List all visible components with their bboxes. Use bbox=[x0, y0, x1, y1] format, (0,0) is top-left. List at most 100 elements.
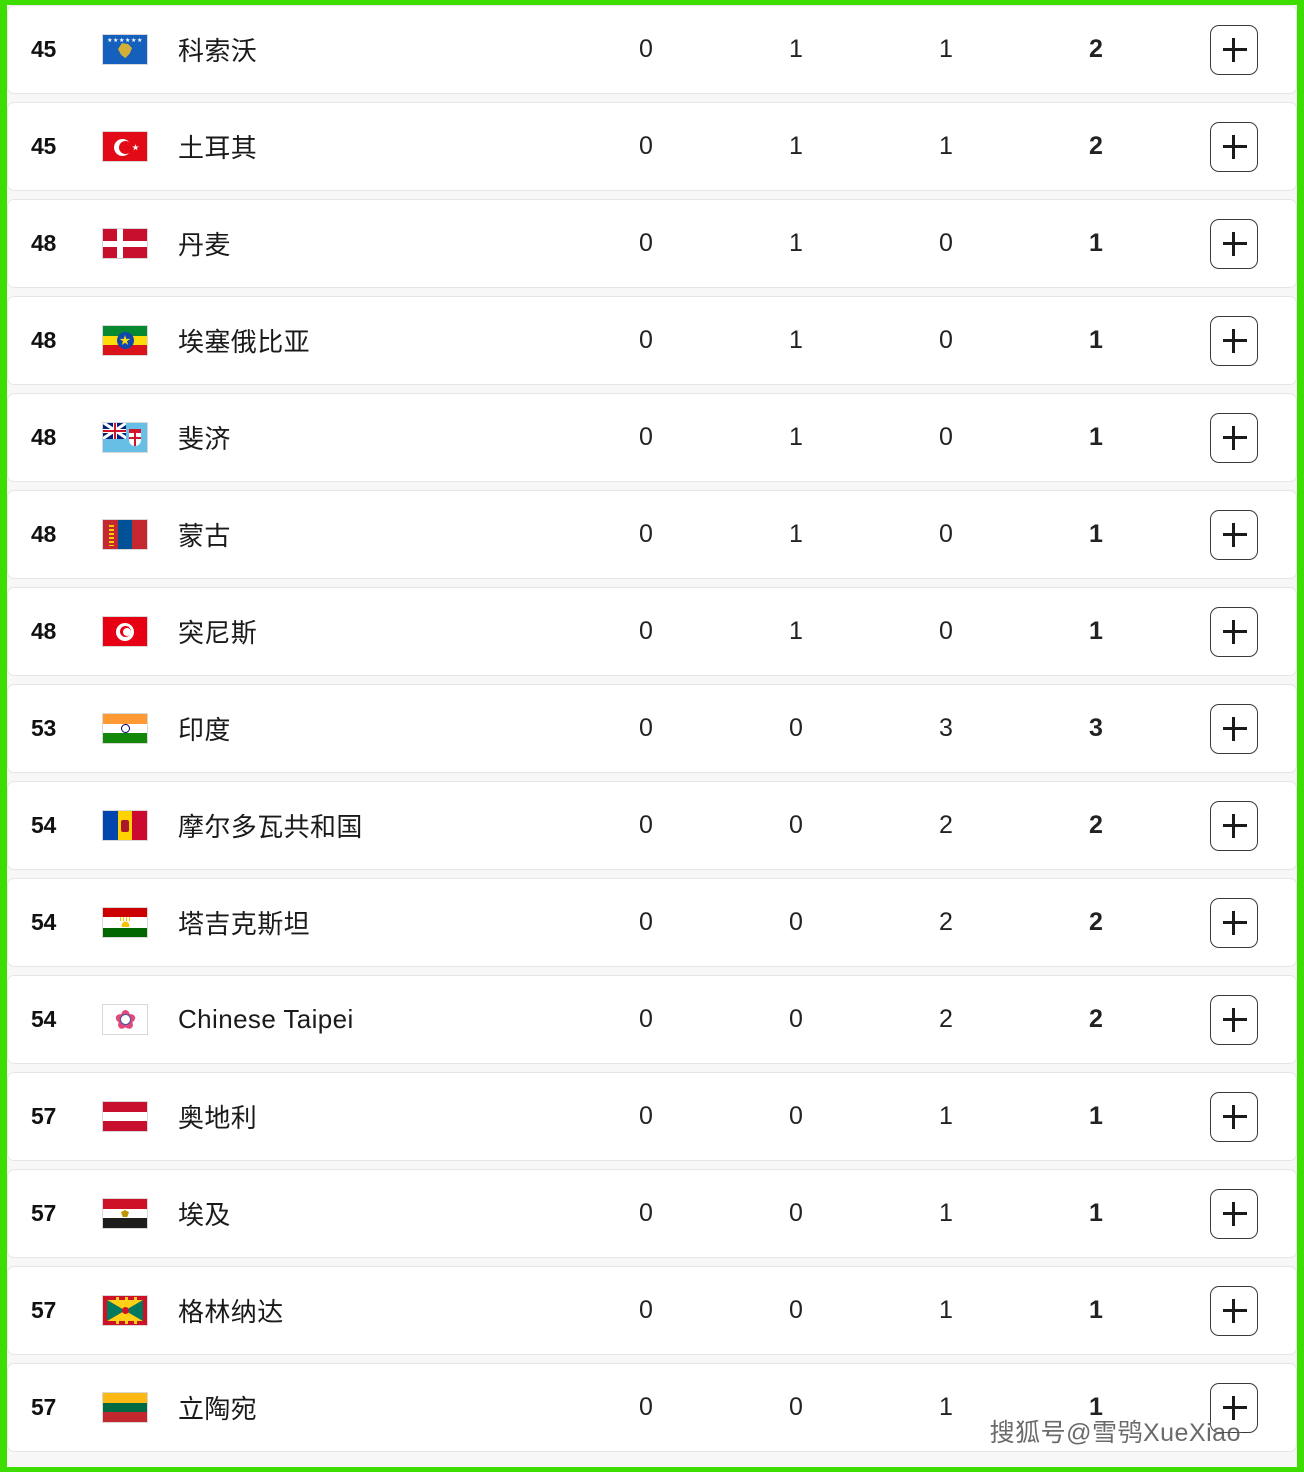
bronze-count: 1 bbox=[939, 1102, 953, 1130]
table-row[interactable]: 48 斐济 0 1 0 1 bbox=[7, 393, 1297, 482]
plus-icon[interactable] bbox=[1209, 509, 1258, 560]
expand-row-cell[interactable] bbox=[1171, 315, 1296, 366]
table-row[interactable]: 57 埃及 0 0 1 1 bbox=[7, 1169, 1297, 1258]
silver-count: 0 bbox=[789, 811, 803, 839]
silver-count: 0 bbox=[789, 1296, 803, 1324]
table-row[interactable]: 54 Chinese Taipei 0 0 2 2 bbox=[7, 975, 1297, 1064]
gold-count: 0 bbox=[639, 1005, 653, 1033]
flag-chinese-taipei-icon bbox=[94, 1004, 156, 1035]
expand-row-cell[interactable] bbox=[1171, 703, 1296, 754]
rank-cell: 57 bbox=[31, 1200, 56, 1226]
country-name: 格林纳达 bbox=[178, 1297, 284, 1327]
plus-icon[interactable] bbox=[1209, 800, 1258, 851]
bronze-count: 1 bbox=[939, 132, 953, 160]
plus-icon[interactable] bbox=[1209, 994, 1258, 1045]
total-count: 2 bbox=[1089, 1005, 1103, 1033]
total-count: 1 bbox=[1089, 1199, 1103, 1227]
gold-count: 0 bbox=[639, 35, 653, 63]
gold-count: 0 bbox=[639, 1102, 653, 1130]
plus-icon[interactable] bbox=[1209, 1091, 1258, 1142]
table-row[interactable]: 45 ★★★★★★ 科索沃 0 1 1 2 bbox=[7, 5, 1297, 94]
plus-icon[interactable] bbox=[1209, 703, 1258, 754]
bronze-count: 0 bbox=[939, 423, 953, 451]
expand-row-cell[interactable] bbox=[1171, 606, 1296, 657]
table-row[interactable]: 48 丹麦 0 1 0 1 bbox=[7, 199, 1297, 288]
flag-ethiopia-icon bbox=[94, 325, 156, 356]
plus-icon[interactable] bbox=[1209, 315, 1258, 366]
expand-row-cell[interactable] bbox=[1171, 1091, 1296, 1142]
expand-row-cell[interactable] bbox=[1171, 218, 1296, 269]
flag-lithuania-icon bbox=[94, 1392, 156, 1423]
expand-row-cell[interactable] bbox=[1171, 121, 1296, 172]
plus-icon[interactable] bbox=[1209, 1188, 1258, 1239]
table-row[interactable]: 48 蒙古 0 1 0 1 bbox=[7, 490, 1297, 579]
gold-count: 0 bbox=[639, 617, 653, 645]
rank-cell: 48 bbox=[31, 521, 56, 547]
table-row[interactable]: 57 立陶宛 0 0 1 1 bbox=[7, 1363, 1297, 1452]
plus-icon[interactable] bbox=[1209, 897, 1258, 948]
country-name: Chinese Taipei bbox=[178, 1004, 354, 1034]
gold-count: 0 bbox=[639, 1199, 653, 1227]
gold-count: 0 bbox=[639, 423, 653, 451]
medal-rows-container: 45 ★★★★★★ 科索沃 0 1 1 2 45 土耳其 0 1 1 2 48 丹麦 0 1 0 1 48 埃塞俄比亚 0… bbox=[7, 5, 1297, 1460]
flag-tajikistan-icon bbox=[94, 907, 156, 938]
plus-icon[interactable] bbox=[1209, 1382, 1258, 1433]
table-row[interactable]: 45 土耳其 0 1 1 2 bbox=[7, 102, 1297, 191]
country-name: 印度 bbox=[178, 715, 231, 745]
total-count: 2 bbox=[1089, 132, 1103, 160]
expand-row-cell[interactable] bbox=[1171, 1382, 1296, 1433]
rank-cell: 48 bbox=[31, 424, 56, 450]
expand-row-cell[interactable] bbox=[1171, 1188, 1296, 1239]
table-row[interactable]: 57 奥地利 0 0 1 1 bbox=[7, 1072, 1297, 1161]
bronze-count: 0 bbox=[939, 520, 953, 548]
expand-row-cell[interactable] bbox=[1171, 994, 1296, 1045]
total-count: 2 bbox=[1089, 908, 1103, 936]
bronze-count: 1 bbox=[939, 35, 953, 63]
country-name: 摩尔多瓦共和国 bbox=[178, 812, 363, 842]
table-row[interactable]: 54 塔吉克斯坦 0 0 2 2 bbox=[7, 878, 1297, 967]
bronze-count: 2 bbox=[939, 811, 953, 839]
plus-icon[interactable] bbox=[1209, 606, 1258, 657]
rank-cell: 57 bbox=[31, 1297, 56, 1323]
expand-row-cell[interactable] bbox=[1171, 509, 1296, 560]
flag-denmark-icon bbox=[94, 228, 156, 259]
silver-count: 0 bbox=[789, 1393, 803, 1421]
plus-icon[interactable] bbox=[1209, 412, 1258, 463]
country-name: 埃塞俄比亚 bbox=[178, 327, 311, 357]
flag-kosovo-icon: ★★★★★★ bbox=[94, 34, 156, 65]
plus-icon[interactable] bbox=[1209, 218, 1258, 269]
flag-fiji-icon bbox=[94, 422, 156, 453]
table-row[interactable]: 48 埃塞俄比亚 0 1 0 1 bbox=[7, 296, 1297, 385]
expand-row-cell[interactable] bbox=[1171, 412, 1296, 463]
country-name: 奥地利 bbox=[178, 1103, 258, 1133]
country-name: 埃及 bbox=[178, 1200, 231, 1230]
table-row[interactable]: 54 摩尔多瓦共和国 0 0 2 2 bbox=[7, 781, 1297, 870]
country-name: 突尼斯 bbox=[178, 618, 258, 648]
expand-row-cell[interactable] bbox=[1171, 1285, 1296, 1336]
silver-count: 1 bbox=[789, 326, 803, 354]
flag-egypt-icon bbox=[94, 1198, 156, 1229]
silver-count: 1 bbox=[789, 423, 803, 451]
rank-cell: 48 bbox=[31, 327, 56, 353]
plus-icon[interactable] bbox=[1209, 1285, 1258, 1336]
bronze-count: 2 bbox=[939, 908, 953, 936]
table-row[interactable]: 53 印度 0 0 3 3 bbox=[7, 684, 1297, 773]
total-count: 1 bbox=[1089, 229, 1103, 257]
table-row[interactable]: 48 突尼斯 0 1 0 1 bbox=[7, 587, 1297, 676]
country-name: 塔吉克斯坦 bbox=[178, 909, 311, 939]
plus-icon[interactable] bbox=[1209, 24, 1258, 75]
plus-icon[interactable] bbox=[1209, 121, 1258, 172]
gold-count: 0 bbox=[639, 714, 653, 742]
silver-count: 1 bbox=[789, 617, 803, 645]
total-count: 1 bbox=[1089, 423, 1103, 451]
rank-cell: 53 bbox=[31, 715, 56, 741]
expand-row-cell[interactable] bbox=[1171, 24, 1296, 75]
rank-cell: 45 bbox=[31, 133, 56, 159]
silver-count: 1 bbox=[789, 229, 803, 257]
table-row[interactable]: 57 格林纳达 0 0 1 1 bbox=[7, 1266, 1297, 1355]
expand-row-cell[interactable] bbox=[1171, 897, 1296, 948]
silver-count: 1 bbox=[789, 35, 803, 63]
flag-turkey-icon bbox=[94, 131, 156, 162]
expand-row-cell[interactable] bbox=[1171, 800, 1296, 851]
